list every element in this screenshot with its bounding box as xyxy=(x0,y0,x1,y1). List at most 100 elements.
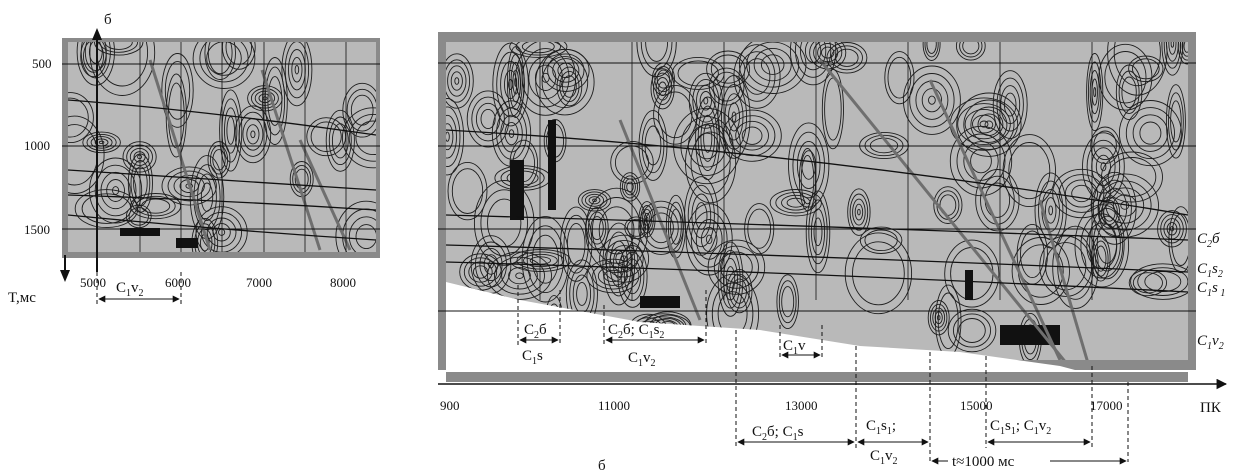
left-y-axis-arrow-down xyxy=(60,270,70,282)
left-contour xyxy=(80,42,107,78)
left-contour xyxy=(100,171,131,210)
right-contour xyxy=(621,175,639,199)
interval-label-c2b-c1s: C2б; C1s xyxy=(752,424,804,443)
left-y-tick-1000: 1000 xyxy=(24,138,50,153)
right-contour xyxy=(1168,92,1184,151)
left-fault-line xyxy=(148,59,212,251)
right-fault-line xyxy=(1038,199,1092,360)
right-contour xyxy=(963,99,1015,150)
right-contour xyxy=(1080,213,1124,279)
right-contour xyxy=(624,178,636,196)
right-contour xyxy=(588,196,601,205)
left-contour xyxy=(264,66,286,136)
right-contour xyxy=(849,193,869,231)
right-contour xyxy=(472,265,489,279)
right-contour xyxy=(728,102,740,132)
left-contour xyxy=(219,89,243,172)
caption-letter: б xyxy=(598,458,606,472)
right-horizon-line xyxy=(446,214,1188,241)
right-x-tick-17000: 17000 xyxy=(1090,398,1123,413)
right-contour xyxy=(975,169,1020,232)
right-contour xyxy=(1086,53,1104,132)
right-contour xyxy=(972,114,996,134)
right-contour xyxy=(1144,271,1182,293)
right-contour xyxy=(1107,157,1157,197)
right-contour xyxy=(1093,130,1117,161)
left-contour xyxy=(234,105,272,164)
right-contour xyxy=(821,68,844,150)
right-contour xyxy=(933,186,963,224)
right-contour xyxy=(556,66,583,107)
left-contour xyxy=(161,53,194,128)
right-contour xyxy=(650,68,675,110)
right-contour xyxy=(720,249,741,309)
right-contour xyxy=(609,245,639,273)
right-contour xyxy=(1125,107,1175,160)
left-contour xyxy=(325,109,355,172)
right-contour xyxy=(534,64,557,91)
right-contour xyxy=(1113,42,1161,87)
left-contour xyxy=(81,193,132,224)
right-contour xyxy=(781,194,811,211)
left-horizon-line xyxy=(68,99,376,136)
right-contour xyxy=(576,281,588,306)
right-contour xyxy=(922,42,941,61)
right-contour xyxy=(1098,43,1153,111)
right-contour xyxy=(859,226,903,254)
right-contour xyxy=(958,318,986,343)
right-panel-section xyxy=(446,42,1188,360)
right-contour xyxy=(830,45,863,71)
left-contour xyxy=(135,195,176,217)
right-contour xyxy=(653,84,698,145)
right-contour xyxy=(496,51,525,118)
right-contour xyxy=(624,216,649,240)
right-contour xyxy=(753,47,792,82)
svg-text:C2б: C2б xyxy=(524,322,547,341)
right-contour xyxy=(1089,207,1125,280)
right-contour xyxy=(1089,70,1100,115)
right-contour xyxy=(619,172,641,202)
right-contour xyxy=(794,42,832,78)
left-dense-anomaly xyxy=(176,238,198,248)
right-contour xyxy=(447,161,488,221)
right-contour xyxy=(1087,61,1102,123)
left-contour xyxy=(89,157,143,224)
right-contour xyxy=(599,234,650,283)
left-horizon-line xyxy=(68,169,376,191)
right-contour xyxy=(1161,42,1184,76)
right-x-tick-15000: 15000 xyxy=(960,398,993,413)
right-contour xyxy=(792,131,825,199)
right-contour xyxy=(722,109,782,162)
right-contour xyxy=(760,54,785,75)
left-contour xyxy=(161,166,217,206)
left-contour xyxy=(173,174,205,198)
right-contour xyxy=(691,193,712,239)
left-contour xyxy=(262,96,268,101)
left-contour xyxy=(341,107,376,169)
right-panel: 900 11000 13000 15000 17000 ПК C2б C1s2 … xyxy=(438,32,1228,472)
right-contour xyxy=(996,77,1024,132)
right-contour xyxy=(475,102,501,136)
left-interval-label: C1v2 xyxy=(116,280,144,299)
right-horizon-line xyxy=(446,244,1188,273)
right-fault-line xyxy=(928,79,1062,360)
right-contour xyxy=(725,266,736,293)
left-y-axis-arrow-up xyxy=(92,28,102,40)
left-contour xyxy=(207,42,233,75)
right-contour xyxy=(468,261,493,283)
right-contour xyxy=(585,207,609,250)
left-x-tick-7000: 7000 xyxy=(246,275,272,290)
right-contour xyxy=(706,50,751,88)
right-contour xyxy=(463,257,498,287)
left-x-tick-6000: 6000 xyxy=(165,275,191,290)
right-contour xyxy=(789,42,837,86)
right-contour xyxy=(808,199,828,265)
left-contour xyxy=(98,140,105,145)
right-contour xyxy=(512,69,519,95)
left-contour xyxy=(335,200,376,252)
right-contour xyxy=(746,42,800,88)
left-horizon-line xyxy=(68,194,376,211)
right-contour xyxy=(446,98,465,176)
right-contour xyxy=(590,216,604,241)
right-contour xyxy=(515,42,577,116)
